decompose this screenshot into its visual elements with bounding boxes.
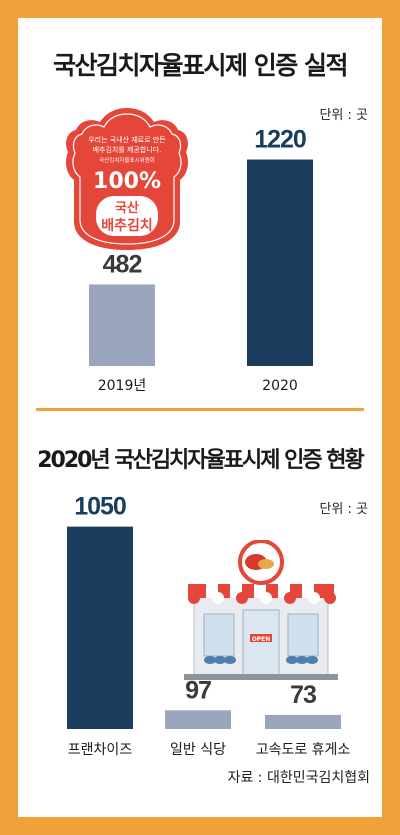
- badge-name2: 배추김치: [101, 217, 153, 234]
- chart1-category-label-0: 2019년: [98, 378, 147, 394]
- chart2-value-label-2: 73: [290, 681, 316, 709]
- kimchi-badge-icon: 우리는 국내산 재료로 만든 배추김치를 제공합니다. 국산김치자율표시위원회 …: [66, 108, 188, 250]
- chart2-category-label-1: 일반 식당: [170, 742, 226, 758]
- restaurant-store-icon: OPEN: [184, 540, 338, 680]
- infographic-panel: 국산김치자율표시제 인증 실적 단위 : 곳 우리는 국내산 재료로 만든 배추…: [18, 18, 382, 817]
- chart1-title: 국산김치자율표시제 인증 실적: [53, 51, 348, 80]
- chart2-bar-2: [265, 714, 341, 729]
- chart2-title: 2020년 국산김치자율표시제 인증 현황: [37, 448, 365, 473]
- chart2-value-label-0: 1050: [74, 493, 126, 521]
- badge-line3: 국산김치자율표시위원회: [99, 156, 155, 164]
- store-door-sign: OPEN: [252, 636, 271, 643]
- chart2-unit-label: 단위 : 곳: [319, 502, 368, 517]
- chart2-bar-0: [67, 526, 133, 729]
- section-divider: [36, 408, 364, 411]
- source-note: 자료 : 대한민국김치협회: [227, 770, 370, 786]
- chart2-category-label-2: 고속도로 휴게소: [256, 742, 351, 758]
- chart1-value-label-1: 1220: [254, 126, 306, 154]
- badge-percent: 100%: [93, 169, 161, 194]
- chart1-bar-0: [89, 284, 155, 366]
- chart1-value-label-0: 482: [103, 250, 142, 278]
- chart1-category-label-1: 2020: [262, 378, 298, 394]
- badge-line1: 우리는 국내산 재료로 만든: [88, 135, 166, 144]
- chart2-category-label-0: 프랜차이즈: [68, 742, 133, 758]
- bar-charts: 482 2019년 1220 2020 1050 프랜차이즈 97 일반 식당 73 고속도로 휴…: [67, 126, 351, 758]
- chart1-bar-1: [247, 159, 313, 366]
- chart2-bar-1: [165, 710, 231, 729]
- chart2-value-label-1: 97: [185, 676, 211, 704]
- badge-name1: 국산: [115, 200, 139, 216]
- chart1-unit-label: 단위 : 곳: [319, 108, 368, 123]
- badge-line2: 배추김치를 제공합니다.: [93, 145, 162, 154]
